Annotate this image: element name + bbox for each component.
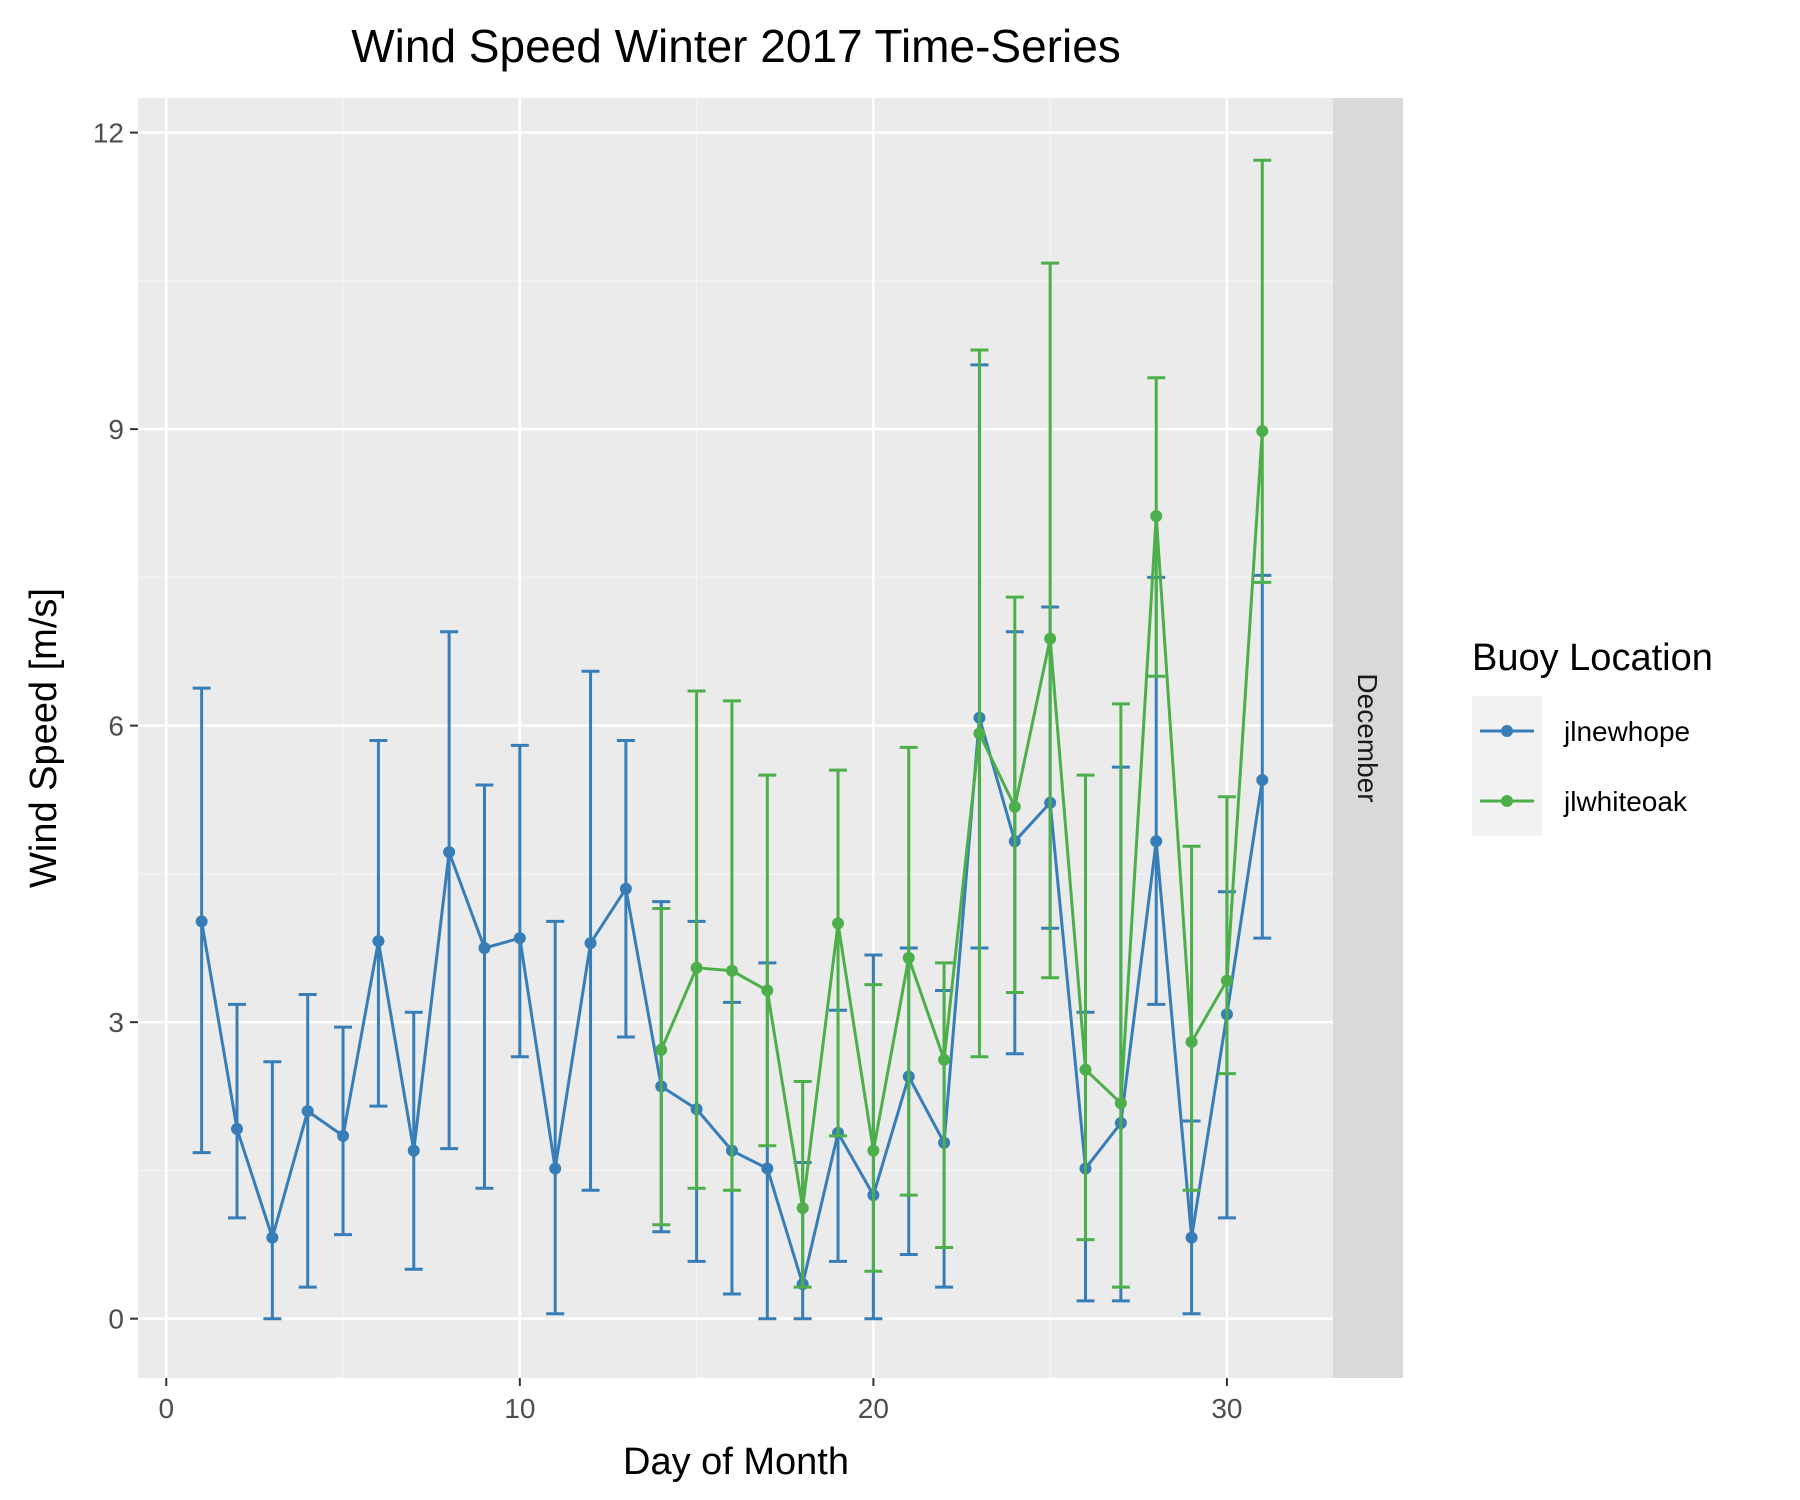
data-point — [867, 1144, 880, 1157]
y-tick-label: 6 — [108, 711, 124, 742]
legend-label-jlwhiteoak: jlwhiteoak — [1563, 786, 1688, 817]
facet-strip-label: December — [1352, 673, 1383, 802]
data-point — [1185, 1231, 1198, 1244]
series-line — [659, 431, 1264, 1210]
data-point — [584, 937, 597, 950]
data-point — [690, 961, 703, 974]
data-point — [443, 846, 456, 859]
series-jlwhiteoak — [652, 158, 1272, 1289]
data-point — [1185, 1035, 1198, 1048]
data-point — [266, 1231, 279, 1244]
data-point — [725, 964, 738, 977]
legend-key-point — [1501, 725, 1513, 737]
data-point — [1150, 510, 1163, 523]
data-point — [1220, 974, 1233, 987]
legend-key-point — [1501, 795, 1513, 807]
legend: jlnewhope jlwhiteoak — [1472, 696, 1690, 836]
data-point — [1114, 1097, 1127, 1110]
data-point — [655, 1043, 668, 1056]
y-tick-label: 9 — [108, 414, 124, 445]
data-point — [301, 1105, 314, 1118]
data-point — [478, 942, 491, 955]
data-point — [761, 984, 774, 997]
data-point — [1150, 835, 1163, 848]
data-point — [195, 915, 208, 928]
data-point — [619, 882, 632, 895]
data-point — [1079, 1063, 1092, 1076]
facet-strip — [1333, 98, 1403, 1378]
data-point — [1044, 632, 1057, 645]
data-point — [1256, 425, 1269, 438]
legend-title: Buoy Location — [1472, 637, 1713, 679]
data-point — [1256, 774, 1269, 787]
data-point — [761, 1162, 774, 1175]
x-tick-label: 10 — [504, 1393, 535, 1424]
data-point — [372, 935, 385, 948]
y-tick-label: 0 — [108, 1304, 124, 1335]
data-point — [902, 951, 915, 964]
x-tick-label: 30 — [1211, 1393, 1242, 1424]
series-layer — [192, 158, 1272, 1321]
data-point — [230, 1122, 243, 1135]
y-tick-label: 3 — [108, 1007, 124, 1038]
axis-layer: 0 10 20 30 0 3 6 9 12 — [93, 118, 1243, 1424]
data-point — [1008, 800, 1021, 813]
data-point — [796, 1201, 809, 1214]
data-point — [832, 917, 845, 930]
plot-panel — [138, 98, 1333, 1378]
data-point — [337, 1129, 350, 1142]
x-axis-title: Day of Month — [623, 1441, 849, 1483]
data-point — [407, 1144, 420, 1157]
data-point — [549, 1162, 562, 1175]
x-tick-label: 0 — [158, 1393, 174, 1424]
x-tick-label: 20 — [858, 1393, 889, 1424]
y-axis-title: Wind Speed [m/s] — [23, 588, 65, 888]
y-tick-label: 12 — [93, 118, 124, 149]
chart-title: Wind Speed Winter 2017 Time-Series — [351, 20, 1121, 72]
data-point — [938, 1053, 951, 1066]
data-point — [973, 727, 986, 740]
data-point — [513, 932, 526, 945]
legend-label-jlnewhope: jlnewhope — [1563, 716, 1690, 747]
